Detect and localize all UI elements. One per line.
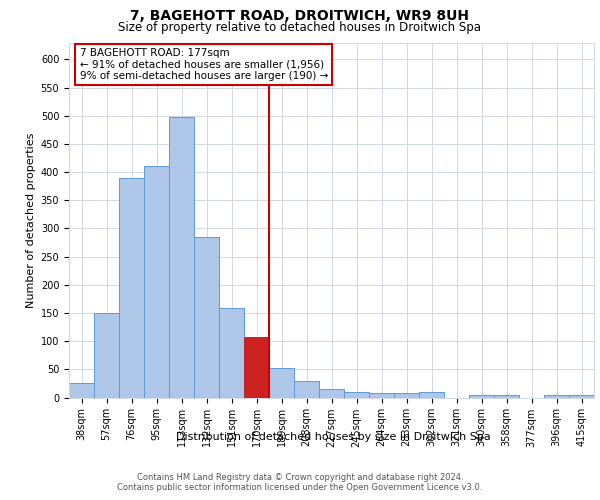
- Bar: [394, 393, 419, 398]
- Text: 7, BAGEHOTT ROAD, DROITWICH, WR9 8UH: 7, BAGEHOTT ROAD, DROITWICH, WR9 8UH: [131, 9, 470, 23]
- Bar: [219, 308, 244, 398]
- Bar: [269, 368, 294, 398]
- Bar: [494, 394, 519, 398]
- Text: 7 BAGEHOTT ROAD: 177sqm
← 91% of detached houses are smaller (1,956)
9% of semi-: 7 BAGEHOTT ROAD: 177sqm ← 91% of detache…: [79, 48, 328, 81]
- Bar: [369, 393, 394, 398]
- Bar: [119, 178, 144, 398]
- Bar: [244, 336, 269, 398]
- Bar: [419, 392, 444, 398]
- Bar: [569, 394, 594, 398]
- Text: Distribution of detached houses by size in Droitwich Spa: Distribution of detached houses by size …: [176, 432, 490, 442]
- Bar: [344, 392, 369, 398]
- Bar: [69, 384, 94, 398]
- Bar: [94, 313, 119, 398]
- Bar: [194, 237, 219, 398]
- Bar: [544, 394, 569, 398]
- Bar: [169, 117, 194, 398]
- Bar: [144, 166, 169, 398]
- Bar: [319, 389, 344, 398]
- Text: Contains HM Land Registry data © Crown copyright and database right 2024.
Contai: Contains HM Land Registry data © Crown c…: [118, 472, 482, 492]
- Bar: [294, 380, 319, 398]
- Bar: [469, 394, 494, 398]
- Text: Size of property relative to detached houses in Droitwich Spa: Size of property relative to detached ho…: [119, 22, 482, 35]
- Y-axis label: Number of detached properties: Number of detached properties: [26, 132, 37, 308]
